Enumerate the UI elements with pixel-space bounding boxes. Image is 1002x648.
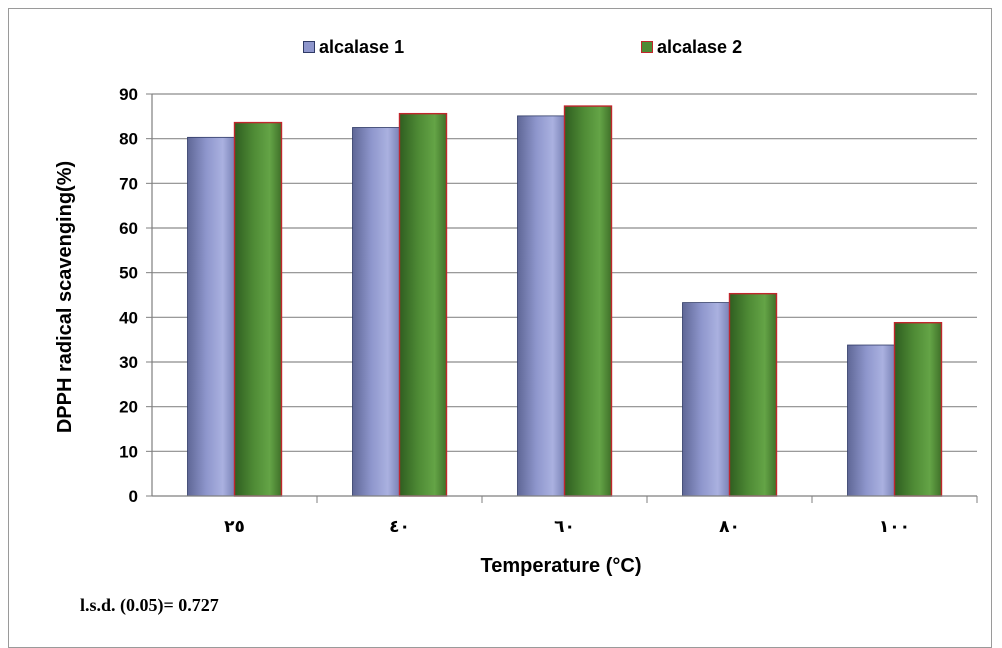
lsd-footnote: l.s.d. (0.05)= 0.727 <box>80 595 219 615</box>
y-axis-title: DPPH radical scavenging(%) <box>54 161 76 433</box>
x-tick-label-2: ٦٠ <box>554 517 575 536</box>
x-tick-label-4: ١٠٠ <box>879 517 910 536</box>
y-tick-label-40: 40 <box>119 308 138 327</box>
bar-alcalase-2-3 <box>728 292 778 497</box>
x-tick-label-1: ٤٠ <box>389 517 410 536</box>
x-tick-label-3: ٨٠ <box>719 517 740 536</box>
legend-label-alcalase-1: alcalase 1 <box>319 36 405 57</box>
y-tick-label-90: 90 <box>119 85 138 104</box>
legend-swatch-alcalase-1 <box>303 41 315 53</box>
x-axis-title: Temperature (°C) <box>481 555 642 577</box>
bar-alcalase-2-1 <box>398 112 448 497</box>
bars <box>187 105 943 497</box>
y-tick-label-80: 80 <box>119 130 138 149</box>
y-tick-label-50: 50 <box>119 264 138 283</box>
y-tick-label-30: 30 <box>119 353 138 372</box>
bar-alcalase-2-0 <box>233 121 283 497</box>
bar-chart: 0 10 20 30 40 50 60 70 80 90 ٢٥ ٤٠ ٦٠ ٨٠ ١٠٠ Temperatu… <box>54 85 978 577</box>
bar-alcalase-2-4 <box>893 321 943 497</box>
bar-alcalase-2-2 <box>563 105 613 497</box>
bar-alcalase-1-3 <box>682 302 730 497</box>
y-tick-label-20: 20 <box>119 398 138 417</box>
legend-swatch-alcalase-2 <box>641 41 653 53</box>
bar-alcalase-1-0 <box>187 136 235 497</box>
axes: 0 10 20 30 40 50 60 70 80 90 ٢٥ ٤٠ ٦٠ ٨٠ ١٠٠ <box>119 85 978 536</box>
bar-alcalase-1-2 <box>517 115 565 497</box>
x-tick-label-0: ٢٥ <box>224 517 245 536</box>
y-tick-label-10: 10 <box>119 442 138 461</box>
legend-item-alcalase-1: alcalase 1 <box>303 36 404 58</box>
y-tick-label-0: 0 <box>129 487 138 506</box>
legend-label-alcalase-2: alcalase 2 <box>657 36 743 57</box>
y-tick-label-70: 70 <box>119 174 138 193</box>
bar-alcalase-1-1 <box>352 127 400 497</box>
bar-alcalase-1-4 <box>847 344 895 497</box>
legend-item-alcalase-2: alcalase 2 <box>641 36 742 58</box>
y-tick-label-60: 60 <box>119 219 138 238</box>
